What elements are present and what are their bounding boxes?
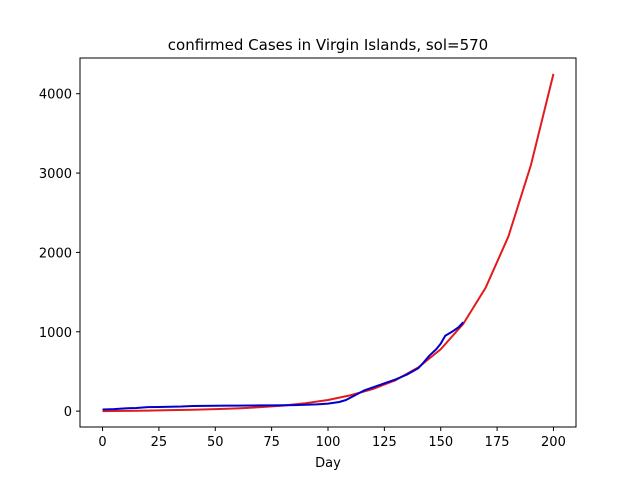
x-tick-label: 75 [263,435,280,450]
y-tick-label: 4000 [39,88,72,103]
x-tick-label: 100 [316,435,341,450]
y-tick-label: 3000 [39,167,72,182]
y-axis-ticks: 0 1000 2000 3000 4000 [39,88,80,420]
x-tick-label: 175 [485,435,510,450]
x-tick-label: 200 [541,435,566,450]
y-tick-label: 0 [64,405,72,420]
x-axis-label: Day [315,456,341,471]
x-tick-label: 50 [207,435,224,450]
x-tick-label: 0 [98,435,106,450]
x-axis-ticks: 0 25 50 75 100 125 150 175 200 [98,427,566,450]
chart-title: confirmed Cases in Virgin Islands, sol=5… [168,36,488,54]
y-tick-label: 2000 [39,246,72,261]
x-tick-label: 150 [428,435,453,450]
series-line-model [102,73,555,413]
x-tick-label: 125 [372,435,397,450]
series-layer [102,73,555,413]
x-tick-label: 25 [151,435,168,450]
plot-frame [79,57,577,428]
y-tick-label: 1000 [39,326,72,341]
plot-area: 0 25 50 75 100 125 150 175 200 0 1000 2000 3000 4000 [39,57,577,450]
series-line-observed [102,321,464,411]
